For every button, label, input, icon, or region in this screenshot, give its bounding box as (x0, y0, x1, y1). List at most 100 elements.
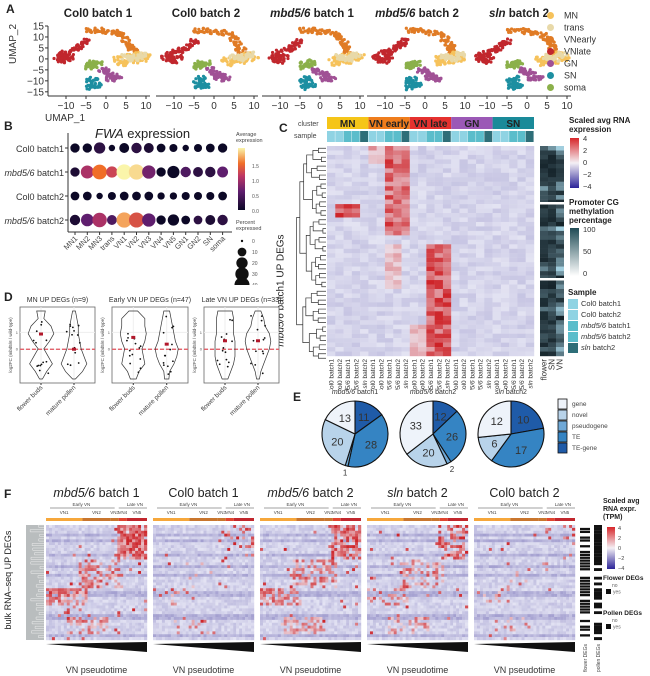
heatmap-cell (492, 315, 502, 321)
umap-point (387, 50, 391, 55)
umap-point (126, 45, 130, 50)
heatmap-cell (393, 315, 402, 321)
umap-point (312, 59, 317, 64)
dendrogram-branch (305, 235, 312, 272)
f-heatmap-cell (111, 550, 115, 554)
heatmap-cell (500, 248, 510, 254)
umap-point (450, 59, 454, 63)
f-heatmap-cell (78, 533, 82, 537)
f-heatmap-cell (138, 525, 142, 529)
umap-point (332, 31, 337, 35)
heatmap-cell (517, 293, 526, 299)
heatmap-cell (343, 150, 353, 156)
heatmap-cell (418, 284, 427, 290)
f-heatmap-cell (66, 533, 70, 537)
heatmap-cell (442, 347, 452, 352)
umap-point (330, 63, 334, 67)
heatmap-cell (401, 244, 410, 249)
heatmap-cell (368, 150, 377, 156)
umap-point (413, 75, 417, 79)
f-heatmap-cell (75, 533, 79, 537)
column-batch: batch2 (503, 359, 510, 381)
heatmap-cell (525, 284, 535, 290)
heatmap-cell (467, 351, 477, 357)
f-heatmap-cell (132, 527, 136, 531)
heatmap-cell (484, 235, 493, 241)
umap-point (326, 78, 330, 82)
heatmap-cell (426, 199, 435, 205)
heatmap-cell (418, 172, 427, 178)
umap-point (509, 38, 513, 42)
umap-point (192, 30, 197, 34)
f-heatmap-cell (114, 527, 118, 531)
column-genotype: Col0 (337, 380, 344, 390)
heatmap-cell (327, 302, 336, 308)
sample-bar-cell (500, 131, 509, 142)
heatmap-cell (492, 306, 502, 312)
heatmap-cell (451, 329, 460, 334)
umap-point (344, 42, 348, 46)
umap-point (434, 77, 438, 82)
umap-point (103, 31, 108, 36)
cluster-bar-VNlate (409, 117, 452, 129)
umap-facet-plot: −10 −5 0 5 10 (469, 26, 573, 112)
heatmap-cell (484, 347, 493, 352)
heatmap-cell (368, 186, 377, 191)
heatmap-column-label: sln batch2 (362, 359, 369, 389)
f-heatmap-cell (141, 550, 145, 554)
f-heatmap-cell (63, 568, 67, 572)
heatmap-cell (401, 226, 410, 232)
heatmap-cell (459, 230, 468, 236)
umap-point (140, 54, 144, 58)
pie-legend-swatch (557, 442, 568, 454)
umap-point (416, 83, 421, 87)
x-tick-label: 0 (524, 101, 530, 112)
dendrogram-branch (320, 210, 326, 216)
f-heatmap-cell (51, 536, 56, 540)
heatmap-cell (467, 217, 477, 223)
heatmap-cell (343, 186, 353, 191)
heatmap-cell (467, 266, 477, 272)
heatmap-cell (467, 226, 477, 232)
f-heatmap-cell (96, 565, 100, 569)
f-heatmap-cell (99, 536, 103, 540)
heatmap-cell (500, 235, 510, 241)
heatmap-cell (335, 288, 344, 294)
f-heatmap-cell (81, 536, 85, 540)
umap-point (392, 44, 396, 48)
umap-point (301, 26, 306, 30)
heatmap-cell (484, 168, 493, 174)
dendrogram-branch (318, 219, 326, 225)
f-heatmap-cell (144, 542, 148, 546)
heatmap-cell (376, 159, 386, 165)
methylation-cell (548, 275, 556, 281)
methylation-cell (556, 351, 564, 357)
heatmap-cell (434, 163, 444, 169)
umap-point (561, 54, 565, 58)
methylation-cell (548, 213, 556, 218)
f-heatmap-cell (102, 545, 106, 549)
heatmap-cell (360, 221, 369, 227)
heatmap-cell (384, 293, 394, 299)
f-heatmap-cell (54, 568, 59, 572)
heatmap-cell (351, 302, 361, 308)
umap-point (112, 58, 117, 62)
heatmap-cell (509, 329, 518, 334)
stage-label: VN1 (60, 510, 69, 515)
dendrogram-branch (320, 183, 326, 189)
heatmap-cell (368, 168, 377, 174)
umap-point (339, 35, 343, 39)
dendrogram-branch (312, 346, 320, 357)
f-heatmap-cell (135, 568, 139, 572)
f-heatmap-cell (111, 542, 115, 546)
heatmap-cell (500, 275, 510, 281)
pie-slice-TE-gene (510, 400, 545, 435)
heatmap-cell (517, 172, 526, 178)
heatmap-cell (476, 306, 485, 312)
violin-point (45, 360, 48, 363)
heatmap-cell (451, 244, 460, 249)
f-heatmap-cell (132, 550, 136, 554)
f-heatmap-cell (126, 539, 130, 543)
heatmap-cell (343, 257, 353, 263)
size-legend-label: 40 (252, 283, 258, 285)
